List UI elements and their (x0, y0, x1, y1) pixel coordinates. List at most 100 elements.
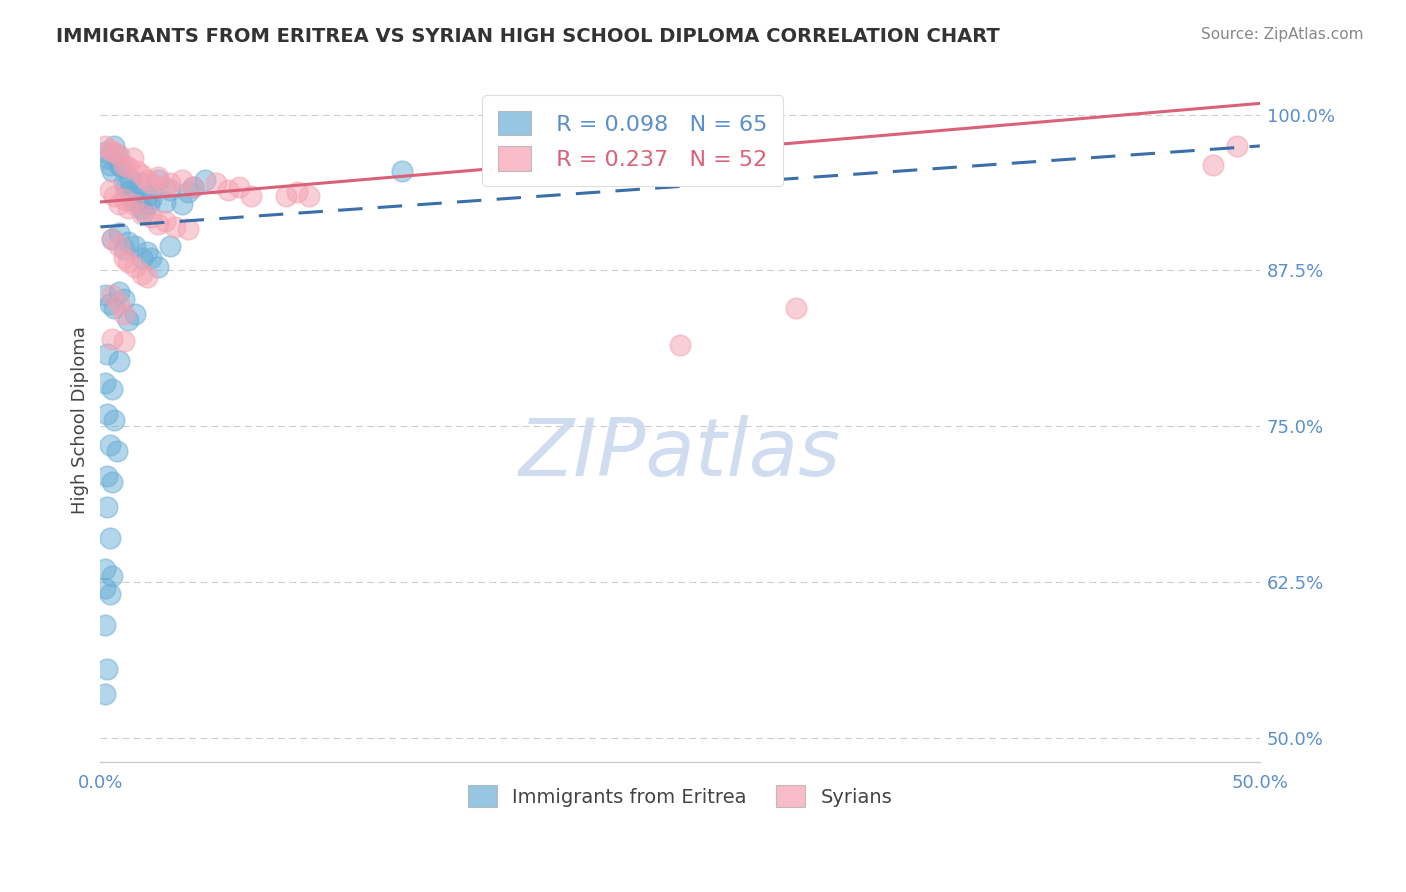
Point (669, 338, 692, 352)
Point (141, 177, 163, 191)
Point (124, 307, 146, 321)
Point (98, 531, 121, 545)
Point (96, 152, 118, 166)
Point (108, 197, 131, 211)
Point (240, 188, 263, 202)
Point (98, 587, 121, 601)
Point (117, 201, 139, 215)
Point (103, 301, 125, 315)
Point (101, 232, 124, 246)
Point (101, 232, 124, 246)
Point (205, 177, 228, 191)
Point (94, 288, 117, 302)
Point (135, 244, 157, 259)
Point (135, 188, 157, 202)
Point (141, 210, 163, 224)
Point (117, 313, 139, 327)
Point (131, 251, 153, 265)
Point (121, 188, 143, 202)
Point (135, 172, 157, 186)
Point (131, 207, 153, 221)
Point (287, 185, 309, 199)
Point (108, 354, 131, 368)
Point (138, 197, 160, 211)
Point (98, 158, 121, 172)
Point (163, 219, 186, 234)
Point (96, 469, 118, 483)
Point (98, 438, 121, 452)
Point (1202, 158, 1225, 172)
Point (105, 147, 128, 161)
Point (274, 188, 297, 202)
Point (112, 243, 135, 257)
Point (117, 160, 139, 174)
Text: Source: ZipAtlas.com: Source: ZipAtlas.com (1201, 27, 1364, 42)
Point (228, 180, 250, 194)
Point (108, 297, 131, 311)
Point (155, 180, 177, 194)
Point (170, 197, 193, 211)
Point (108, 226, 131, 240)
Point (112, 251, 135, 265)
Point (117, 235, 139, 249)
Point (298, 188, 321, 202)
Point (148, 172, 170, 186)
Point (103, 188, 125, 202)
Point (155, 194, 177, 209)
Point (101, 288, 124, 302)
Point (101, 475, 124, 490)
Point (108, 158, 131, 172)
Point (177, 185, 200, 199)
Point (101, 568, 124, 582)
Point (194, 172, 217, 186)
Point (148, 218, 170, 232)
Point (159, 238, 181, 252)
Point (103, 145, 125, 160)
Point (98, 143, 121, 157)
Point (155, 213, 177, 227)
Point (94, 139, 117, 153)
Point (96, 662, 118, 676)
Point (112, 307, 135, 321)
Point (131, 168, 153, 182)
Text: IMMIGRANTS FROM ERITREA VS SYRIAN HIGH SCHOOL DIPLOMA CORRELATION CHART: IMMIGRANTS FROM ERITREA VS SYRIAN HIGH S… (56, 27, 1000, 45)
Point (121, 152, 143, 166)
Point (115, 180, 138, 194)
Point (94, 581, 117, 595)
Y-axis label: High School Diploma: High School Diploma (72, 326, 89, 514)
Point (101, 332, 124, 346)
Point (785, 301, 807, 315)
Point (177, 222, 200, 236)
Point (131, 201, 153, 215)
Point (103, 413, 125, 427)
Point (98, 182, 121, 196)
Point (141, 251, 163, 265)
Point (148, 170, 170, 185)
Point (217, 182, 239, 196)
Point (391, 164, 413, 178)
Point (101, 382, 124, 396)
Point (101, 164, 124, 178)
Point (124, 238, 146, 252)
Point (1226, 139, 1249, 153)
Point (112, 193, 135, 207)
Point (135, 269, 157, 284)
Point (159, 182, 181, 196)
Point (141, 193, 163, 207)
Point (112, 334, 135, 349)
Point (117, 185, 139, 199)
Point (124, 260, 146, 274)
Point (148, 260, 170, 274)
Point (159, 177, 181, 191)
Point (94, 145, 117, 160)
Point (96, 347, 118, 361)
Point (112, 177, 135, 191)
Point (181, 180, 204, 194)
Point (94, 376, 117, 390)
Point (127, 194, 149, 209)
Text: ZIPatlas: ZIPatlas (519, 415, 841, 493)
Point (131, 267, 153, 281)
Point (124, 194, 146, 209)
Point (181, 180, 204, 194)
Point (170, 172, 193, 186)
